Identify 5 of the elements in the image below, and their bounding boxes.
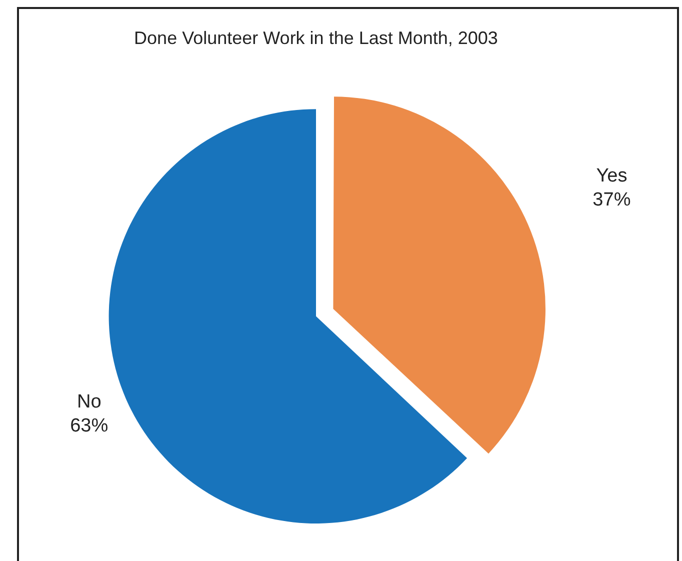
data-label: 37% xyxy=(592,190,631,211)
slice-label: No xyxy=(76,392,102,413)
data-label: 63% xyxy=(70,416,108,437)
slice-label: Yes xyxy=(596,166,628,187)
chart-title: Done Volunteer Work in the Last Month, 2003 xyxy=(134,28,498,48)
